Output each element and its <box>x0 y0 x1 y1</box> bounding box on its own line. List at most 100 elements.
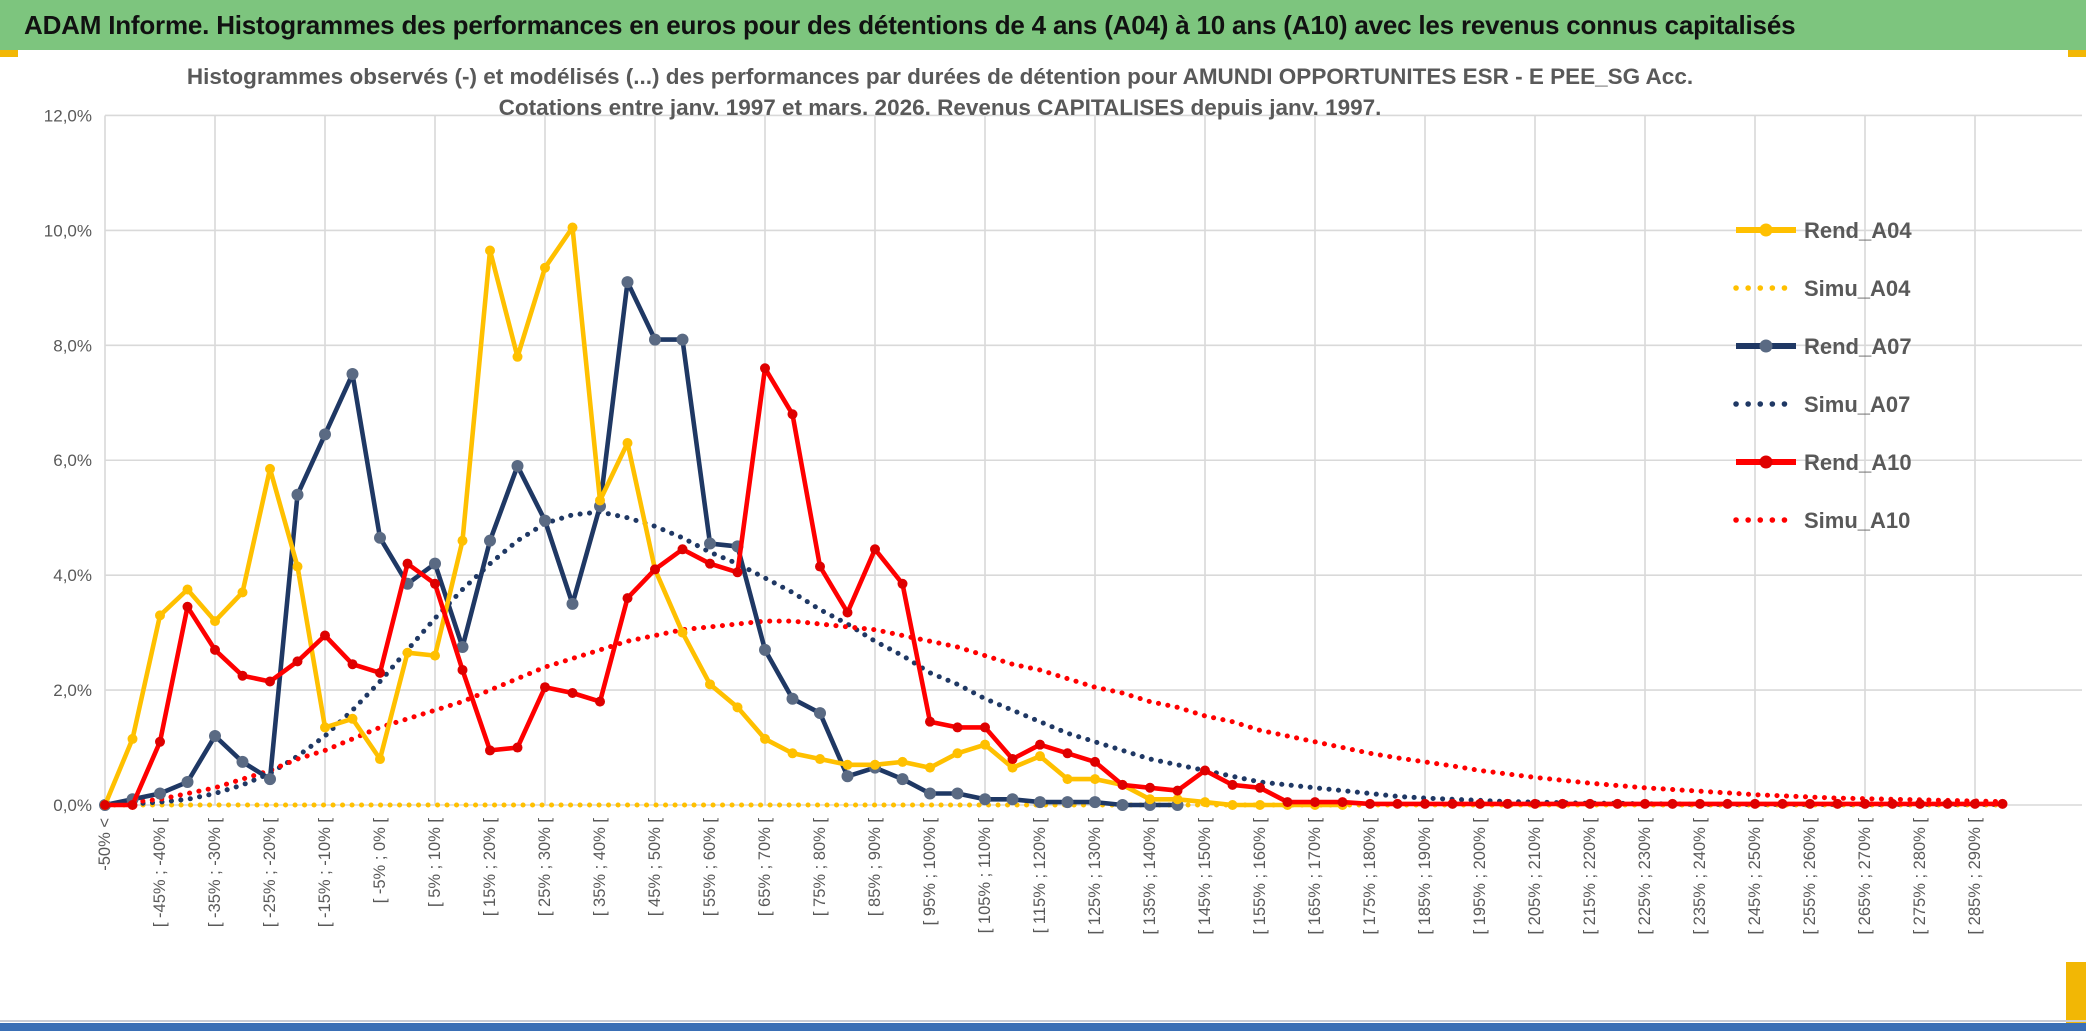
series-marker-Rend_A10 <box>127 800 138 810</box>
chart-series <box>99 222 2008 811</box>
chart-legend: Rend_A04 Simu_A04 Rend_A07 Simu_A07 Rend_A10… <box>1733 218 1912 533</box>
series-marker-Rend_A10 <box>1392 798 1403 809</box>
series-marker-Rend_A10 <box>815 561 825 572</box>
series-marker-Rend_A04 <box>347 713 358 724</box>
series-marker-Rend_A07 <box>704 537 716 550</box>
series-marker-Rend_A04 <box>1255 800 1265 810</box>
series-marker-Rend_A04 <box>897 756 908 767</box>
y-tick-label: 0,0% <box>53 796 92 815</box>
series-marker-Rend_A07 <box>291 488 304 501</box>
y-tick-label: 6,0% <box>53 451 92 470</box>
series-marker-Rend_A10 <box>1557 798 1568 809</box>
bottom-scrollbar-bar[interactable] <box>0 1023 2086 1031</box>
series-marker-Rend_A04 <box>952 748 963 759</box>
series-marker-Rend_A10 <box>677 544 688 555</box>
series-marker-Rend_A04 <box>1227 800 1238 810</box>
series-marker-Rend_A10 <box>732 567 743 578</box>
series-marker-Rend_A04 <box>265 463 275 474</box>
series-marker-Rend_A07 <box>896 773 909 786</box>
series-marker-Rend_A10 <box>457 664 468 675</box>
legend-item-Rend_A10[interactable]: Rend_A10 <box>1736 450 1912 475</box>
series-marker-Rend_A07 <box>621 276 634 289</box>
series-marker-Rend_A10 <box>760 363 770 374</box>
series-marker-Rend_A07 <box>1116 799 1129 811</box>
series-marker-Rend_A04 <box>567 222 578 233</box>
series-marker-Rend_A10 <box>402 558 413 569</box>
series-marker-Rend_A04 <box>155 610 165 621</box>
series-marker-Rend_A07 <box>1034 796 1046 809</box>
series-marker-Rend_A04 <box>595 495 605 506</box>
bottom-divider <box>0 1020 2086 1022</box>
x-tick-label: [ 45% ; 50% [ <box>646 818 664 917</box>
series-marker-Rend_A10 <box>1942 798 1953 809</box>
legend-label: Rend_A07 <box>1804 334 1912 359</box>
series-marker-Rend_A04 <box>292 561 303 572</box>
x-tick-label: [ 255% ; 260% [ <box>1801 818 1819 935</box>
x-tick-label: [ 215% ; 220% [ <box>1581 818 1599 935</box>
series-marker-Rend_A04 <box>980 739 990 750</box>
series-marker-Rend_A10 <box>1832 798 1843 809</box>
series-marker-Rend_A10 <box>1420 798 1430 809</box>
legend-item-Simu_A07[interactable]: Simu_A07 <box>1733 392 1910 417</box>
series-marker-Rend_A04 <box>622 438 633 449</box>
series-marker-Rend_A10 <box>842 607 853 618</box>
series-marker-Rend_A10 <box>1310 797 1320 808</box>
x-tick-label: [ -45% ; -40% [ <box>151 818 169 928</box>
series-marker-Rend_A10 <box>265 676 275 687</box>
series-line-Rend_A04 <box>102 225 1343 808</box>
series-marker-Rend_A07 <box>484 534 496 547</box>
series-marker-Rend_A10 <box>182 601 193 612</box>
series-line-Rend_A07 <box>104 279 1178 808</box>
series-marker-Rend_A04 <box>1090 774 1100 785</box>
legend-label: Rend_A04 <box>1804 218 1912 243</box>
series-marker-Rend_A10 <box>1612 798 1623 809</box>
series-marker-Rend_A10 <box>1695 798 1705 809</box>
x-tick-label: [ 15% ; 20% [ <box>481 818 499 917</box>
series-marker-Rend_A10 <box>485 745 495 756</box>
series-marker-Rend_A04 <box>320 722 330 733</box>
series-marker-Rend_A07 <box>456 640 469 653</box>
series-marker-Rend_A10 <box>375 667 385 678</box>
series-marker-Rend_A04 <box>732 702 743 713</box>
series-marker-Rend_A10 <box>1915 798 1925 809</box>
series-marker-Rend_A07 <box>979 793 991 806</box>
y-tick-label: 4,0% <box>53 566 92 585</box>
x-tick-label: -50% < <box>96 818 114 871</box>
series-marker-Rend_A10 <box>540 682 550 693</box>
legend-sample-marker <box>1759 339 1773 353</box>
series-marker-Rend_A04 <box>1062 774 1073 785</box>
series-marker-Rend_A10 <box>1282 797 1293 808</box>
series-marker-Rend_A10 <box>1227 779 1238 790</box>
series-marker-Rend_A10 <box>210 644 220 655</box>
legend-item-Simu_A04[interactable]: Simu_A04 <box>1733 276 1911 301</box>
series-marker-Rend_A10 <box>430 578 440 589</box>
series-marker-Rend_A10 <box>1145 782 1155 793</box>
x-tick-label: [ 245% ; 250% [ <box>1746 818 1764 935</box>
series-marker-Rend_A10 <box>237 670 248 681</box>
series-marker-Rend_A07 <box>429 557 441 570</box>
series-marker-Rend_A10 <box>897 578 908 589</box>
accent-right-strip <box>2066 962 2086 1031</box>
series-marker-Rend_A07 <box>841 770 854 783</box>
series-marker-Rend_A04 <box>1200 797 1210 808</box>
series-marker-Rend_A04 <box>402 647 413 658</box>
x-tick-label: [ 135% ; 140% [ <box>1141 818 1159 935</box>
series-marker-Rend_A07 <box>759 643 771 656</box>
series-marker-Rend_A10 <box>1200 765 1210 776</box>
x-tick-label: [ 155% ; 160% [ <box>1251 818 1269 935</box>
series-marker-Rend_A10 <box>952 722 963 733</box>
legend-item-Rend_A07[interactable]: Rend_A07 <box>1736 334 1912 359</box>
series-marker-Rend_A10 <box>320 630 330 641</box>
series-marker-Rend_A10 <box>787 409 798 420</box>
legend-item-Rend_A04[interactable]: Rend_A04 <box>1736 218 1912 243</box>
series-marker-Rend_A10 <box>1475 798 1485 809</box>
series-marker-Rend_A07 <box>566 597 579 610</box>
x-tick-label: [ 165% ; 170% [ <box>1306 818 1324 935</box>
series-marker-Rend_A10 <box>622 593 633 604</box>
series-marker-Rend_A10 <box>1970 798 1980 809</box>
series-marker-Rend_A07 <box>951 787 964 800</box>
series-marker-Rend_A10 <box>1090 756 1100 767</box>
series-marker-Rend_A10 <box>1750 798 1760 809</box>
legend-label: Simu_A07 <box>1804 392 1910 417</box>
legend-item-Simu_A10[interactable]: Simu_A10 <box>1733 508 1910 533</box>
